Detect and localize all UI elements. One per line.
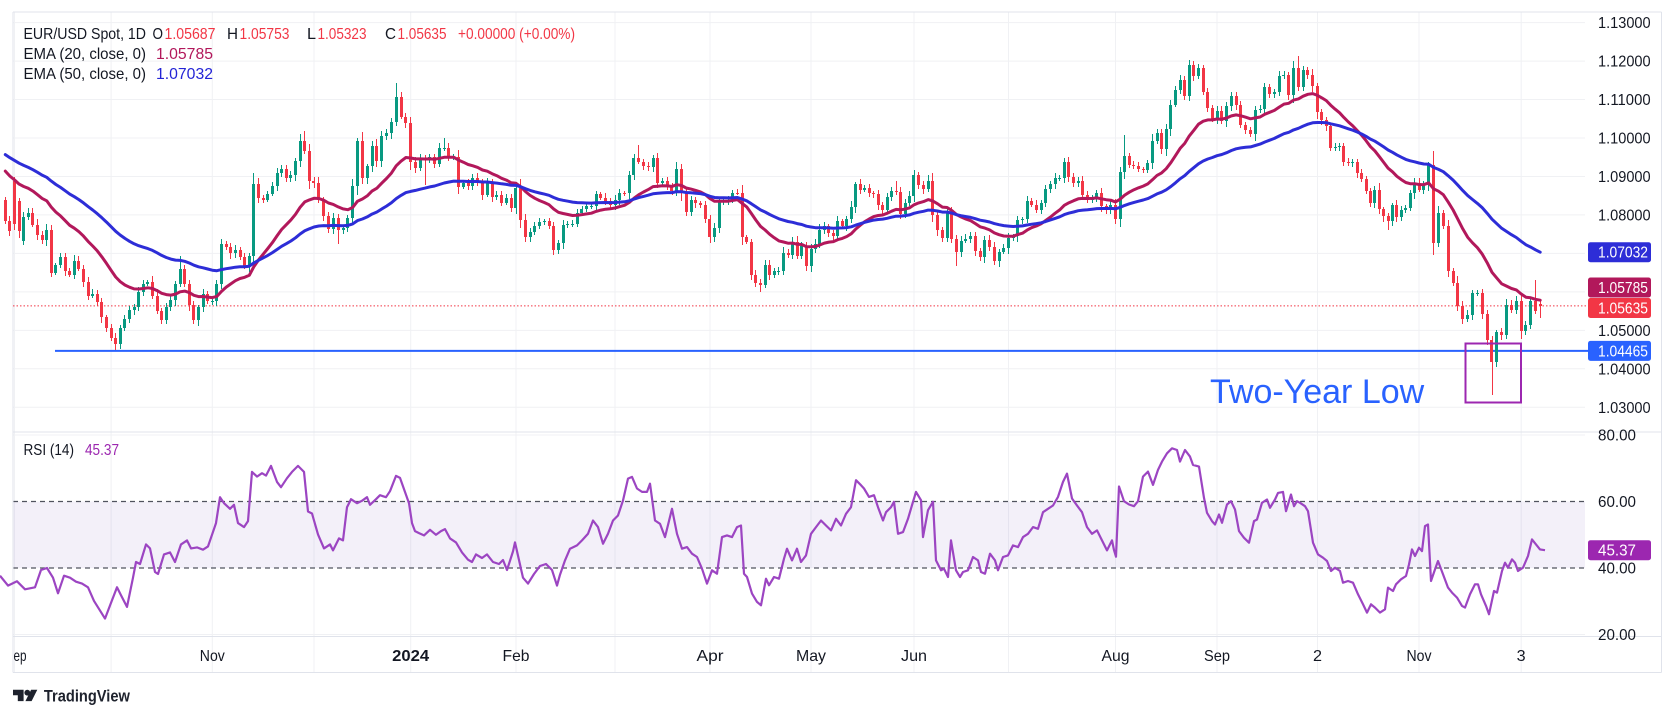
svg-text:45.37: 45.37 bbox=[1598, 543, 1636, 560]
svg-text:1.05785: 1.05785 bbox=[1598, 280, 1648, 297]
svg-text:Nov: Nov bbox=[200, 648, 225, 665]
svg-text:L: L bbox=[307, 26, 316, 43]
svg-text:Apr: Apr bbox=[697, 648, 725, 665]
svg-text:3: 3 bbox=[1517, 648, 1526, 665]
svg-text:20.00: 20.00 bbox=[1598, 627, 1636, 644]
svg-text:Feb: Feb bbox=[503, 648, 530, 665]
svg-text:1.05687: 1.05687 bbox=[165, 26, 216, 43]
svg-text:1.03000: 1.03000 bbox=[1598, 400, 1651, 417]
svg-text:ep: ep bbox=[14, 648, 27, 665]
svg-text:40.00: 40.00 bbox=[1598, 561, 1636, 578]
svg-text:H: H bbox=[227, 26, 238, 43]
svg-text:May: May bbox=[796, 648, 826, 665]
svg-text:O: O bbox=[153, 26, 164, 43]
svg-text:Nov: Nov bbox=[1407, 648, 1432, 665]
svg-text:1.05323: 1.05323 bbox=[318, 26, 367, 43]
svg-text:EUR/USD Spot, 1D: EUR/USD Spot, 1D bbox=[24, 26, 147, 43]
svg-text:2: 2 bbox=[1313, 648, 1322, 665]
svg-text:1.05000: 1.05000 bbox=[1598, 323, 1651, 340]
svg-text:1.05753: 1.05753 bbox=[240, 26, 290, 43]
svg-text:2024: 2024 bbox=[392, 648, 429, 665]
svg-text:1.05635: 1.05635 bbox=[398, 26, 447, 43]
svg-text:1.07032: 1.07032 bbox=[1598, 245, 1648, 262]
svg-text:1.05785: 1.05785 bbox=[156, 46, 213, 63]
svg-text:60.00: 60.00 bbox=[1598, 494, 1636, 511]
svg-text:Sep: Sep bbox=[1204, 648, 1230, 665]
svg-text:1.04000: 1.04000 bbox=[1598, 361, 1651, 378]
svg-text:1.04465: 1.04465 bbox=[1598, 343, 1648, 360]
svg-text:80.00: 80.00 bbox=[1598, 428, 1636, 445]
svg-text:1.11000: 1.11000 bbox=[1598, 92, 1651, 109]
svg-text:1.08000: 1.08000 bbox=[1598, 207, 1651, 224]
svg-text:1.09000: 1.09000 bbox=[1598, 169, 1651, 186]
svg-text:EMA (20, close, 0): EMA (20, close, 0) bbox=[24, 46, 147, 63]
svg-text:1.13000: 1.13000 bbox=[1598, 15, 1651, 32]
svg-text:45.37: 45.37 bbox=[85, 442, 119, 459]
svg-text:1.12000: 1.12000 bbox=[1598, 54, 1651, 71]
svg-text:RSI (14): RSI (14) bbox=[24, 442, 75, 459]
svg-text:EMA (50, close, 0): EMA (50, close, 0) bbox=[24, 66, 147, 83]
svg-text:1.05635: 1.05635 bbox=[1598, 301, 1648, 318]
svg-text:1.07032: 1.07032 bbox=[156, 66, 213, 83]
svg-text:TradingView: TradingView bbox=[44, 688, 130, 706]
svg-text:Aug: Aug bbox=[1102, 648, 1130, 665]
svg-text:Two-Year Low: Two-Year Low bbox=[1210, 373, 1425, 411]
svg-text:Jun: Jun bbox=[901, 648, 927, 665]
svg-text:1.10000: 1.10000 bbox=[1598, 131, 1651, 148]
svg-text:C: C bbox=[385, 26, 396, 43]
svg-text:+0.00000 (+0.00%): +0.00000 (+0.00%) bbox=[458, 26, 575, 43]
